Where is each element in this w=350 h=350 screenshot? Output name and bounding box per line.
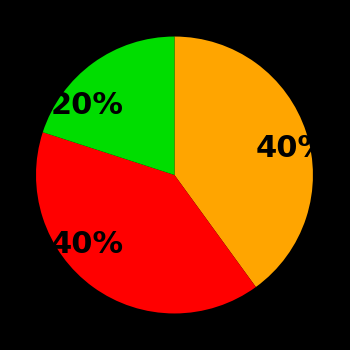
- Text: 20%: 20%: [51, 91, 124, 120]
- Wedge shape: [36, 132, 256, 314]
- Wedge shape: [43, 36, 174, 175]
- Text: 40%: 40%: [256, 134, 329, 163]
- Text: 40%: 40%: [51, 230, 124, 259]
- Wedge shape: [174, 36, 313, 287]
